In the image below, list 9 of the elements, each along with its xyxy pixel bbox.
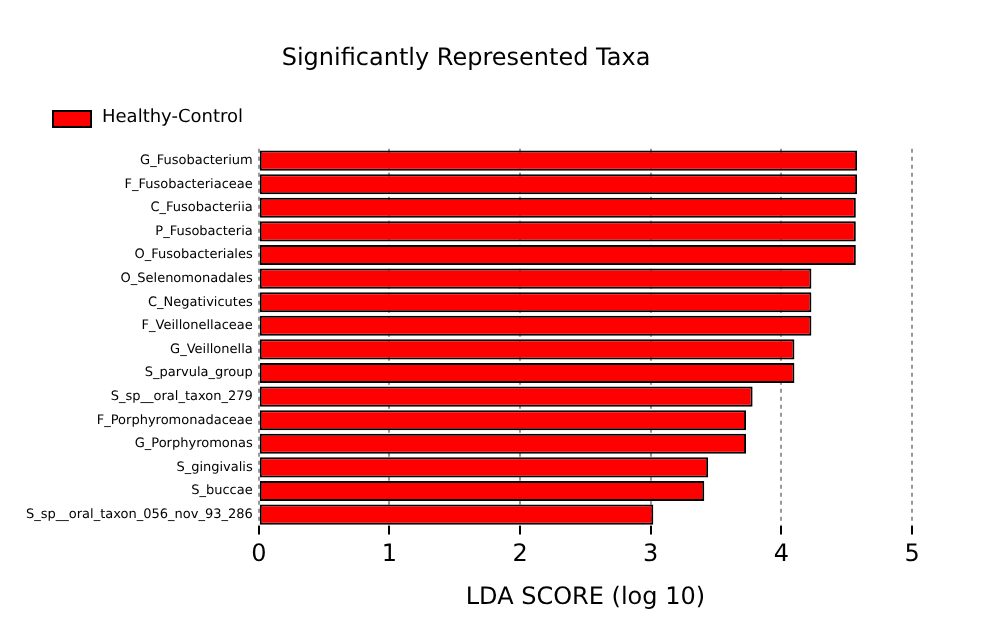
x-tick-label: 4 (773, 539, 789, 568)
x-tick-label: 2 (512, 539, 528, 568)
chart-title: Significantly Represented Taxa (281, 42, 651, 71)
series-label: Healthy-Control (102, 108, 244, 128)
x-axis-title: LDA SCORE (log 10) (465, 581, 706, 610)
x-tick-label: 5 (904, 539, 920, 568)
x-tick-label: 3 (643, 539, 659, 568)
x-tick-label: 0 (251, 539, 267, 568)
x-tick-label: 1 (381, 539, 398, 568)
